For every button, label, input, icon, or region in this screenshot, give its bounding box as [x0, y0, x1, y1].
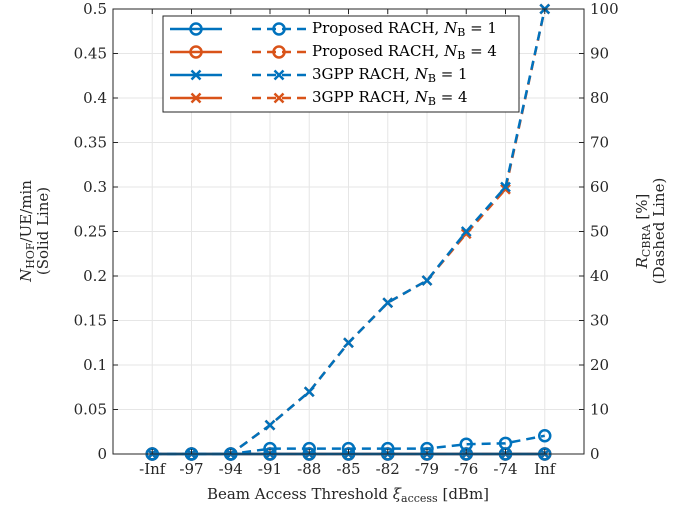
legend-marker: [273, 69, 285, 81]
data-point: [498, 436, 513, 451]
y-axis-title-left: NHOF/UE/min (Solid Line): [17, 180, 52, 283]
legend-label-3: 3GPP RACH, NB = 1: [312, 65, 468, 85]
y-tick-label-left: 0.3: [83, 178, 107, 196]
y-tick-label-left: 0.15: [74, 312, 107, 330]
y-tick-label-right: 90: [590, 45, 609, 63]
y-tick-label-left: 0.35: [74, 134, 107, 152]
legend-marker: [190, 92, 202, 104]
x-tick-label: -88: [297, 460, 321, 478]
y-tick-label-right: 80: [590, 89, 609, 107]
y-tick-label-right: 30: [590, 312, 609, 330]
svg-text:(Dashed Line): (Dashed Line): [650, 178, 668, 285]
y-tick-label-left: 0.2: [83, 267, 107, 285]
y-tick-label-left: 0.05: [74, 401, 107, 419]
x-tick-label: -74: [493, 460, 517, 478]
y-tick-label-left: 0.25: [74, 223, 107, 241]
legend-marker: [189, 45, 203, 59]
legend-marker: [189, 22, 203, 36]
y-tick-label-right: 0: [590, 445, 600, 463]
x-tick-label: -82: [376, 460, 400, 478]
legend-marker: [272, 22, 286, 36]
y-tick-label-right: 10: [590, 401, 609, 419]
x-tick-label: -97: [179, 460, 203, 478]
y-tick-label-left: 0.1: [83, 356, 107, 374]
y-axis-title-right: RCBRA [%] (Dashed Line): [633, 178, 668, 285]
data-point: [303, 386, 315, 398]
legend-label-2: Proposed RACH, NB = 4: [312, 42, 497, 62]
data-point: [460, 228, 472, 240]
svg-text:(Solid Line): (Solid Line): [34, 187, 52, 275]
data-point: [264, 419, 276, 431]
legend-box: [162, 15, 520, 113]
legend-samples: [170, 22, 306, 104]
ticks: -Inf -97 -94 -91 -88 -85 -82 -79 -76 -74 Inf 0 0.05 0…: [74, 0, 619, 478]
legend: Proposed RACH, NB = 1 Proposed RACH, NB …: [162, 15, 520, 113]
legend-marker: [190, 69, 202, 81]
x-tick-label: -79: [415, 460, 439, 478]
y-tick-label-left: 0.45: [74, 45, 107, 63]
y-tick-label-right: 100: [590, 0, 619, 18]
y-tick-label-left: 0: [97, 445, 107, 463]
legend-marker: [272, 45, 286, 59]
legend-label-4: 3GPP RACH, NB = 4: [312, 88, 468, 108]
y-tick-label-right: 70: [590, 134, 609, 152]
x-tick-label: -76: [454, 460, 478, 478]
x-tick-label: -Inf: [139, 460, 167, 478]
x-tick-label: -94: [219, 460, 243, 478]
x-axis-title: Beam Access Threshold ξaccess [dBm]: [207, 485, 489, 505]
data-point: [460, 226, 472, 237]
data-point: [500, 181, 511, 193]
legend-label-1: Proposed RACH, NB = 1: [312, 19, 497, 39]
data-point: [421, 275, 433, 286]
y-tick-label-right: 40: [590, 267, 609, 285]
svg-text:RCBRA [%]: RCBRA [%]: [633, 194, 653, 270]
data-point: [538, 429, 552, 443]
svg-text:NHOF/UE/min: NHOF/UE/min: [17, 180, 37, 283]
x-tick-label: -91: [258, 460, 282, 478]
legend-marker: [273, 92, 285, 104]
x-tick-label: Inf: [534, 460, 557, 478]
y-tick-label-left: 0.5: [83, 0, 107, 18]
y-tick-label-right: 60: [590, 178, 609, 196]
y-tick-label-right: 50: [590, 223, 609, 241]
y-tick-label-left: 0.4: [83, 89, 107, 107]
data-point: [382, 297, 394, 309]
x-tick-label: -85: [336, 460, 360, 478]
y-tick-label-right: 20: [590, 356, 609, 374]
data-point: [343, 337, 354, 349]
